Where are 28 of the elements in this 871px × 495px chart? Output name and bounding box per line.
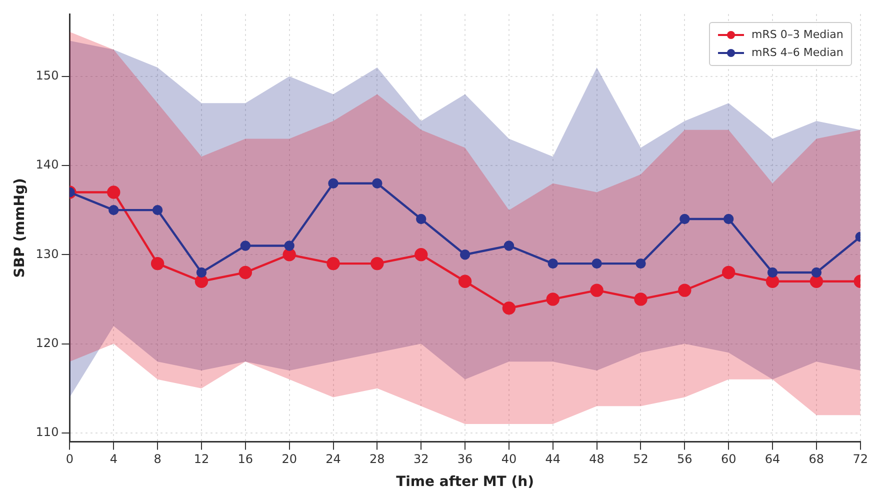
y-tick-label: 150 (36, 68, 59, 83)
x-tick-label: 68 (808, 452, 824, 466)
x-tick-label: 48 (589, 452, 604, 466)
x-tick-label: 56 (677, 452, 692, 466)
legend-label: mRS 4–6 Median (752, 45, 844, 61)
x-tick-label: 24 (326, 452, 341, 466)
legend-label: mRS 0–3 Median (752, 27, 844, 43)
x-tick-label: 28 (370, 452, 385, 466)
y-tick-label: 110 (36, 425, 59, 440)
x-tick-label: 16 (238, 452, 254, 466)
y-tick-label: 120 (36, 336, 59, 350)
x-tick-label: 52 (633, 452, 648, 466)
x-tick-label: 12 (194, 452, 210, 466)
x-tick-label: 0 (66, 452, 74, 466)
x-tick-label: 36 (457, 452, 473, 466)
x-tick-label: 44 (545, 452, 561, 466)
x-tick-label: 72 (852, 452, 868, 466)
x-tick-label: 20 (282, 452, 297, 466)
y-tick-label: 140 (36, 158, 59, 172)
x-tick-label: 32 (413, 452, 429, 466)
x-tick-label: 60 (720, 452, 736, 466)
y-tick-label: 130 (36, 246, 59, 261)
y-axis-title: SBP (mmHg) (12, 178, 28, 278)
x-tick-label: 64 (764, 452, 780, 466)
x-tick-label: 40 (501, 452, 517, 466)
x-tick-label: 8 (154, 452, 162, 466)
x-axis-title: Time after MT (h) (396, 474, 534, 490)
x-tick-label: 4 (110, 452, 118, 466)
